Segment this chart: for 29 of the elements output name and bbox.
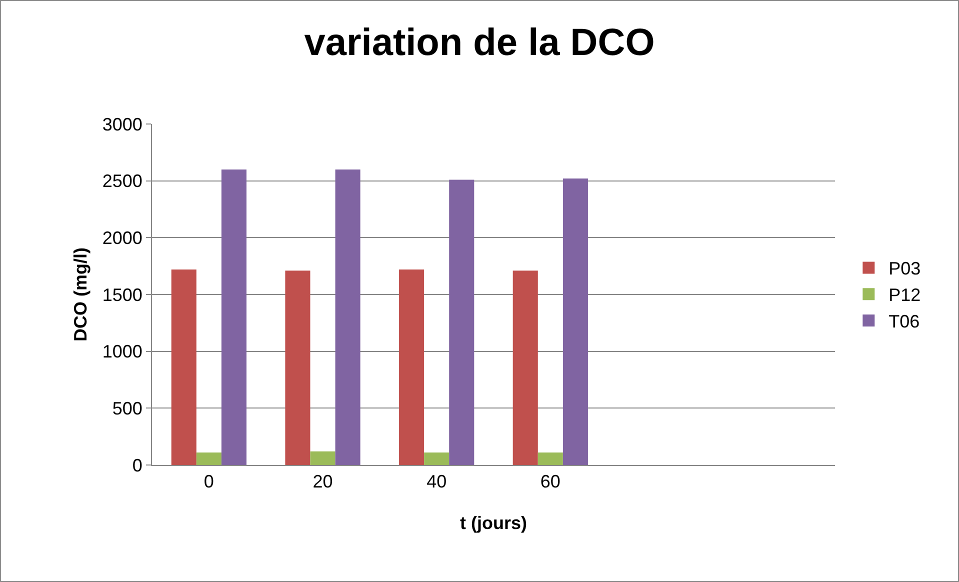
bar [335,169,360,465]
y-tick-label: 3000 [102,114,142,134]
bar [424,452,450,465]
bar [285,270,310,465]
bar [449,180,474,465]
y-tick-label: 2000 [102,228,142,248]
legend-label: P12 [888,285,921,306]
bar [196,452,222,465]
legend-label: T06 [888,312,920,332]
x-tick-label: 60 [540,472,560,492]
y-tick-label: 0 [132,455,142,476]
chart-title: variation de la DCO [304,22,655,64]
y-tick-label: 500 [112,398,142,418]
x-tick-label: 20 [312,472,333,492]
y-tick-label: 2500 [102,171,142,192]
bar [538,452,563,465]
x-tick-label: 40 [426,472,447,492]
y-tick-label: 1000 [102,342,142,362]
y-tick-label: 1500 [102,284,142,305]
legend-label: P03 [888,258,921,279]
bar [399,269,424,465]
bar [310,451,336,465]
bar [171,269,196,465]
bar [221,169,246,465]
x-tick-label: 0 [204,472,214,492]
bar [512,270,538,465]
y-axis-title: DCO (mg/l) [70,248,91,342]
bar [562,178,588,465]
x-axis-title: t (jours) [460,513,527,533]
